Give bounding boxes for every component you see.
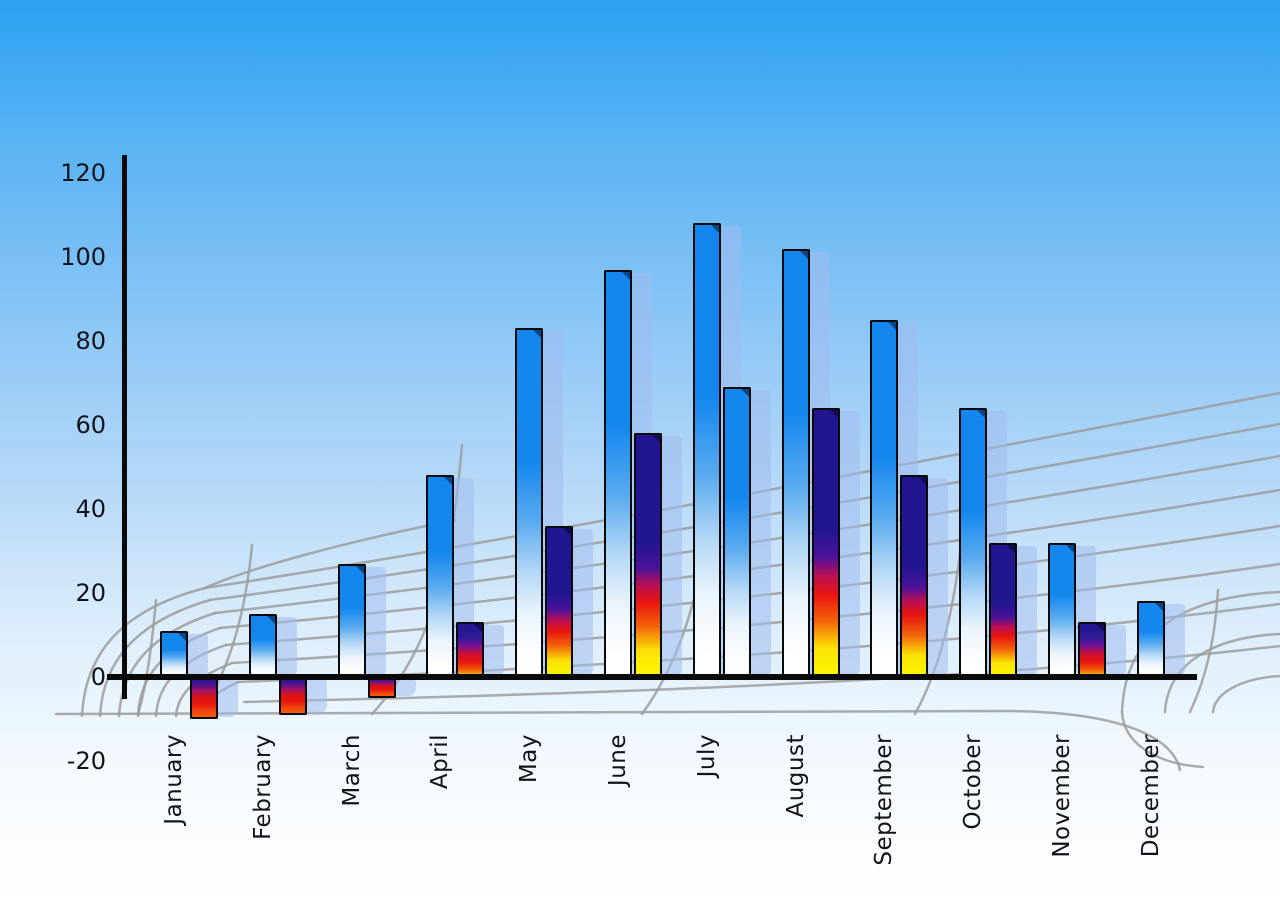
y-tick-label-120: 120 — [60, 159, 106, 187]
x-category-label-august: August — [782, 734, 809, 818]
x-category-label-march: March — [338, 734, 365, 807]
x-category-label-october: October — [960, 734, 987, 830]
bar-march-series2 — [367, 677, 396, 698]
bar-march-series1 — [337, 563, 366, 677]
bar-february-series1 — [248, 614, 277, 677]
x-category-label-january: January — [161, 734, 187, 825]
y-tick-label-60: 60 — [75, 411, 106, 439]
bar-october-series1 — [959, 408, 988, 677]
y-tick-label-20: 20 — [75, 579, 106, 607]
bar-april-series1 — [426, 475, 455, 677]
bar-may-series1 — [515, 328, 544, 677]
y-tick-label-40: 40 — [75, 495, 106, 523]
bar-april-series2 — [456, 622, 485, 677]
x-category-label-april: April — [427, 734, 454, 790]
x-category-label-may: May — [516, 734, 543, 784]
y-tick-label--20: -20 — [66, 747, 106, 775]
x-category-label-june: June — [605, 734, 631, 787]
x-category-label-july: July — [693, 734, 720, 778]
x-category-label-december: December — [1137, 734, 1164, 858]
x-category-label-november: November — [1049, 734, 1075, 858]
y-tick-label-100: 100 — [60, 243, 106, 271]
bar-june-series2 — [634, 433, 662, 677]
bar-august-series1 — [781, 248, 810, 677]
y-tick-label-80: 80 — [75, 327, 106, 355]
y-axis-line — [122, 155, 127, 699]
bar-january-series2 — [190, 677, 218, 719]
bar-june-series1 — [604, 269, 632, 677]
bar-july-series2 — [722, 387, 751, 677]
bar-january-series1 — [160, 630, 188, 677]
bar-may-series2 — [545, 525, 574, 677]
y-tick-label-0: 0 — [90, 663, 106, 691]
bar-december-series1 — [1136, 601, 1165, 677]
x-category-label-september: September — [871, 734, 898, 866]
bar-november-series1 — [1048, 542, 1076, 677]
bar-september-series2 — [900, 475, 929, 677]
bar-august-series2 — [811, 408, 840, 677]
bar-november-series2 — [1078, 622, 1106, 677]
bar-july-series1 — [692, 223, 721, 677]
x-axis-line — [107, 674, 1197, 680]
bar-october-series2 — [989, 542, 1018, 677]
bar-february-series2 — [278, 677, 307, 715]
bar-september-series1 — [870, 320, 899, 677]
x-category-label-february: February — [249, 734, 276, 840]
